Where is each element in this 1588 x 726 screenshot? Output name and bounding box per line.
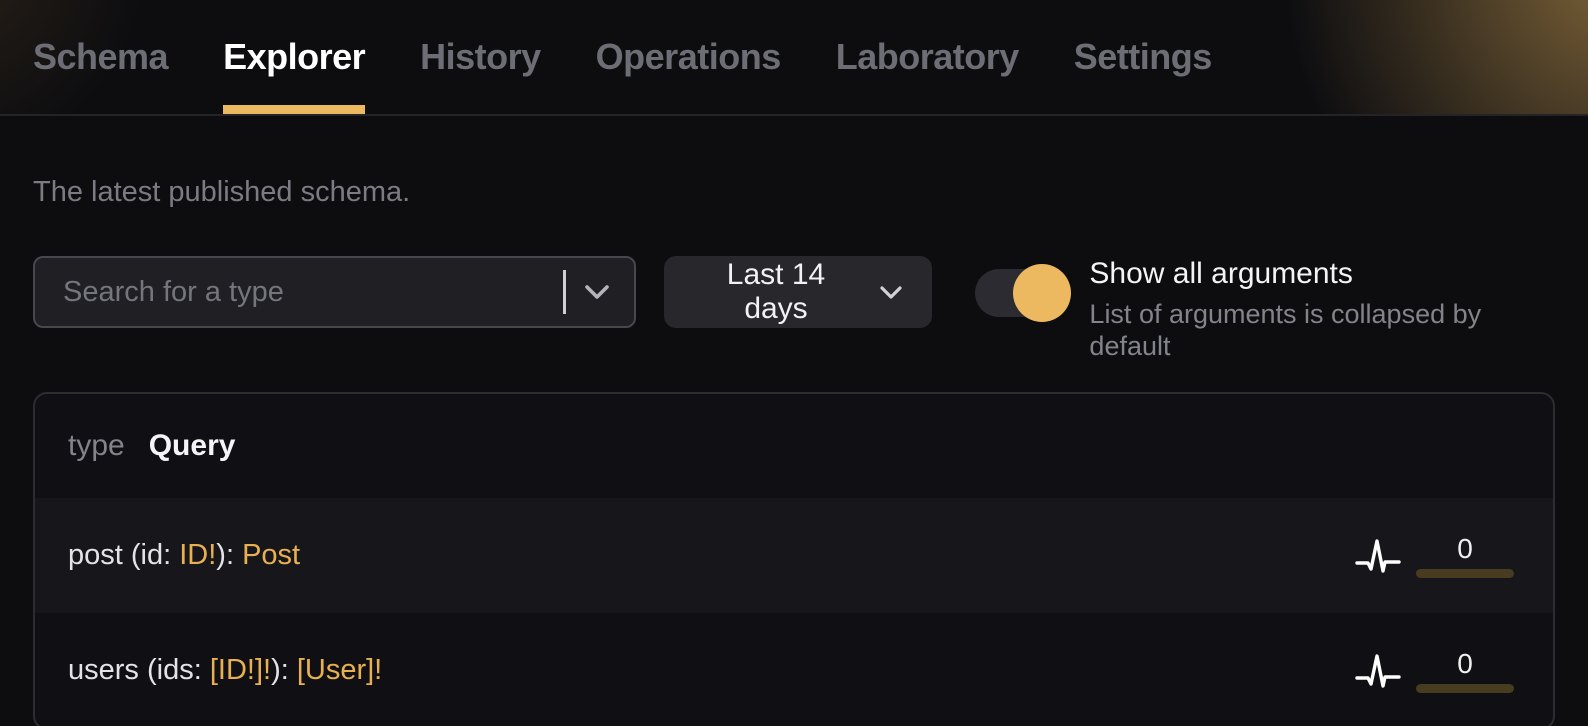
search-cursor-separator: [562, 270, 566, 314]
toggle-subtitle: List of arguments is collapsed by defaul…: [1089, 299, 1482, 361]
usage-metric: 0: [1416, 647, 1514, 693]
search-input[interactable]: [41, 258, 563, 326]
type-link[interactable]: [User]!: [296, 654, 383, 686]
toggle-text-block: Show all arguments List of arguments is …: [1089, 256, 1555, 362]
main-content: The latest published schema. Last 14 day…: [0, 176, 1588, 726]
field-rows: post (id: ID!): Post 0 users (ids: [ID!]…: [35, 498, 1553, 726]
field-signature-text: ):: [216, 539, 243, 571]
controls-row: Last 14 days Show all arguments List of …: [33, 256, 1555, 362]
type-link[interactable]: Post: [242, 539, 301, 571]
toggle-title: Show all arguments: [1089, 257, 1353, 290]
period-select-button[interactable]: Last 14 days: [663, 256, 933, 328]
nav-tab-label: History: [420, 36, 541, 77]
field-signature-text: users (ids:: [68, 654, 210, 686]
field-signature: post (id: ID!): Post: [68, 539, 1355, 572]
field-signature-text: ):: [271, 654, 297, 686]
type-search-combobox[interactable]: [33, 256, 636, 328]
field-signature: users (ids: [ID!]!): [User]!: [68, 654, 1355, 687]
usage-metric: 0: [1416, 532, 1514, 578]
chevron-down-icon[interactable]: [584, 284, 610, 300]
activity-pulse-icon[interactable]: [1355, 536, 1401, 576]
chevron-down-icon: [880, 285, 903, 299]
type-card-header: type Query: [35, 394, 1553, 498]
usage-count: 0: [1457, 532, 1473, 564]
type-keyword: type: [68, 429, 125, 462]
tab-history[interactable]: History: [420, 0, 541, 114]
tab-settings[interactable]: Settings: [1073, 0, 1213, 114]
usage-count: 0: [1457, 647, 1473, 679]
tab-laboratory[interactable]: Laboratory: [835, 0, 1020, 114]
usage-bar: [1416, 568, 1514, 578]
nav-tab-label: Operations: [595, 36, 782, 77]
period-label: Last 14 days: [726, 258, 826, 325]
field-row: users (ids: [ID!]!): [User]! 0: [35, 613, 1553, 726]
toggle-thumb: [1013, 264, 1072, 322]
activity-pulse-icon[interactable]: [1355, 651, 1401, 691]
show-arguments-group: Show all arguments List of arguments is …: [975, 256, 1555, 362]
type-link[interactable]: ID!: [179, 539, 217, 571]
type-link[interactable]: [ID!]!: [209, 654, 272, 686]
nav-tab-label: Explorer: [223, 36, 366, 77]
type-card: type Query post (id: ID!): Post 0 users …: [33, 392, 1555, 726]
show-arguments-toggle[interactable]: [975, 264, 1072, 322]
usage-bar: [1416, 683, 1514, 693]
tab-operations[interactable]: Operations: [595, 0, 782, 114]
field-signature-text: post (id:: [68, 539, 180, 571]
schema-description: The latest published schema.: [33, 176, 411, 208]
nav-tab-label: Schema: [33, 36, 169, 77]
tab-schema[interactable]: Schema: [33, 0, 169, 114]
type-name[interactable]: Query: [148, 429, 236, 462]
active-tab-indicator: [223, 105, 366, 114]
nav-tab-label: Laboratory: [835, 36, 1020, 77]
top-nav: Schema Explorer History Operations Labor…: [0, 0, 1588, 116]
nav-tab-label: Settings: [1073, 36, 1213, 77]
field-row: post (id: ID!): Post 0: [35, 498, 1553, 613]
tab-explorer[interactable]: Explorer: [223, 0, 366, 114]
